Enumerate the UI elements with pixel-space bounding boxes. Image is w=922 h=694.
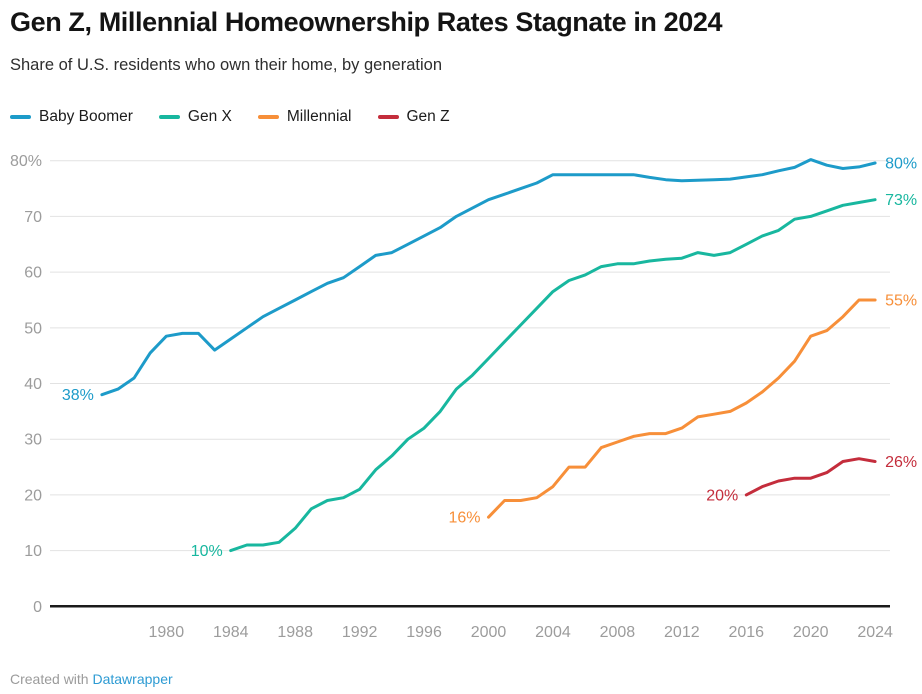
chart-legend: Baby Boomer Gen X Millennial Gen Z	[10, 108, 476, 126]
legend-swatch-icon	[158, 115, 180, 119]
series-end-label-gen-x: 73%	[885, 192, 917, 209]
y-tick-label: 30	[24, 432, 42, 449]
x-tick-label: 2012	[664, 624, 700, 641]
y-tick-label: 80%	[10, 153, 42, 170]
footer-attribution: Created with Datawrapper	[10, 671, 173, 687]
series-end-label-baby-boomer: 80%	[885, 155, 917, 172]
y-tick-label: 70	[24, 209, 42, 226]
legend-label: Baby Boomer	[39, 108, 133, 125]
legend-item-baby-boomer: Baby Boomer	[10, 108, 133, 126]
series-line-baby-boomer	[100, 158, 877, 397]
y-tick-label: 50	[24, 320, 42, 337]
legend-swatch-icon	[10, 115, 31, 119]
series-start-label-gen-x: 10%	[191, 543, 223, 560]
x-tick-label: 2020	[793, 624, 829, 641]
series-start-label-gen-z: 20%	[706, 487, 738, 504]
x-tick-label: 1980	[149, 624, 185, 641]
legend-label: Gen Z	[406, 108, 450, 125]
datawrapper-link[interactable]: Datawrapper	[92, 671, 173, 687]
legend-item-gen-z: Gen Z	[377, 108, 450, 126]
series-start-label-baby-boomer: 38%	[62, 387, 94, 404]
x-tick-label: 1988	[277, 624, 313, 641]
x-tick-label: 2004	[535, 624, 571, 641]
chart-subtitle: Share of U.S. residents who own their ho…	[10, 55, 442, 74]
series-start-label-millennial: 16%	[448, 510, 480, 527]
x-tick-label: 1992	[342, 624, 378, 641]
page-title: Gen Z, Millennial Homeownership Rates St…	[10, 7, 723, 37]
x-tick-label: 1984	[213, 624, 249, 641]
series-line-millennial	[487, 298, 877, 519]
line-chart-canvas: 80% 70 60 50 40 30 20 10 0 1980 1984 1988 1992 1996 20…	[10, 153, 917, 641]
x-tick-label: 2016	[728, 624, 764, 641]
footer-text: Created with	[10, 671, 93, 687]
x-tick-label: 2024	[857, 624, 893, 641]
legend-label: Gen X	[187, 108, 232, 125]
y-tick-label: 60	[24, 265, 42, 282]
legend-item-millennial: Millennial	[257, 108, 352, 126]
chart-header: Gen Z, Millennial Homeownership Rates St…	[10, 6, 915, 75]
y-tick-label: 0	[33, 599, 42, 616]
x-tick-label: 2008	[600, 624, 636, 641]
legend-swatch-icon	[377, 115, 399, 119]
series-line-gen-x	[229, 198, 877, 553]
legend-swatch-icon	[257, 115, 279, 119]
y-tick-label: 10	[24, 543, 42, 560]
legend-label: Millennial	[286, 108, 352, 125]
x-tick-label: 2000	[471, 624, 507, 641]
series-end-label-millennial: 55%	[885, 292, 917, 309]
series-end-label-gen-z: 26%	[885, 454, 917, 471]
x-tick-label: 1996	[406, 624, 442, 641]
y-tick-label: 40	[24, 376, 42, 393]
legend-item-gen-x: Gen X	[158, 108, 232, 126]
series-line-gen-z	[744, 457, 877, 497]
y-tick-label: 20	[24, 487, 42, 504]
